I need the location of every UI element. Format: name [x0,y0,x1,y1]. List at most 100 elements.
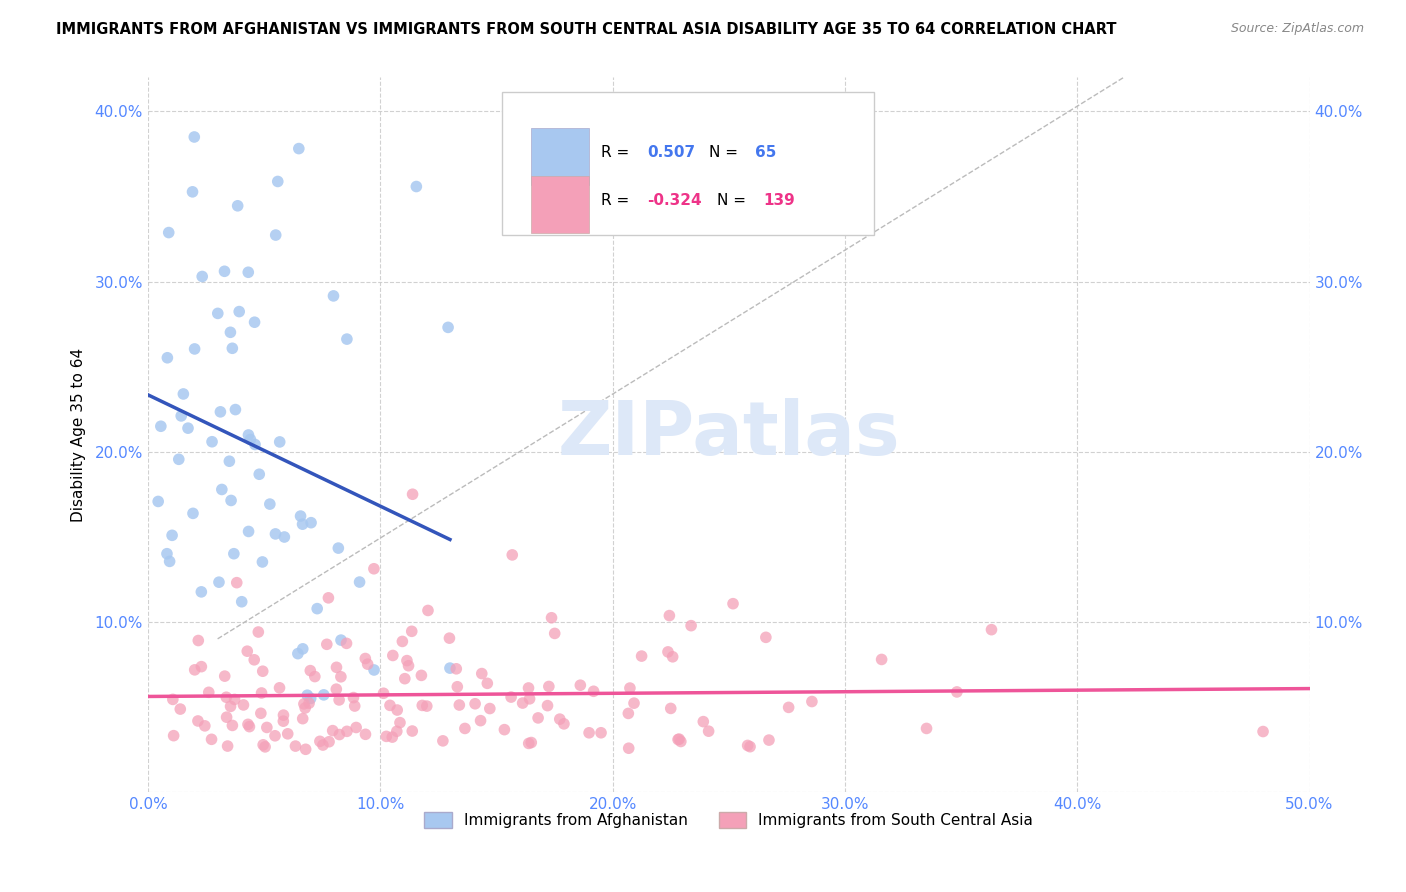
Point [385,724,408,739]
Point [219,326,242,340]
Point [335,636,357,650]
Point [375,730,398,744]
Point [553,717,575,731]
Point [540,611,562,625]
Text: 0.507: 0.507 [647,145,696,161]
Y-axis label: Disability Age 35 to 64: Disability Age 35 to 64 [72,348,86,522]
Text: R =: R = [600,193,634,208]
Point [349,575,371,590]
Point [657,645,679,659]
Point [290,509,312,524]
Point [405,179,427,194]
Text: ZIPatlas: ZIPatlas [557,398,900,471]
Point [297,688,319,702]
Point [548,712,571,726]
Point [298,696,321,710]
Point [681,618,703,632]
Point [273,530,295,544]
Point [336,332,359,346]
Point [471,666,494,681]
Point [208,575,231,590]
Point [318,735,340,749]
Point [259,497,281,511]
Point [517,681,540,695]
Point [236,717,259,731]
Point [239,433,262,447]
Point [381,648,404,663]
Point [437,320,460,334]
Point [354,727,377,741]
Point [269,434,291,449]
Point [156,351,179,365]
Point [224,402,246,417]
Point [160,528,183,542]
Point [401,724,423,739]
Point [170,409,193,423]
Point [658,608,681,623]
Point [162,729,184,743]
Point [214,669,236,683]
Point [162,692,184,706]
Point [231,595,253,609]
Point [470,714,492,728]
Point [294,742,316,756]
Text: -0.324: -0.324 [647,193,702,208]
Point [183,342,205,356]
Point [411,668,433,682]
Point [181,507,204,521]
Point [191,269,214,284]
Point [315,637,337,651]
Point [218,454,240,468]
Point [190,659,212,673]
Point [391,634,413,648]
Point [252,738,274,752]
Point [401,487,423,501]
Point [363,562,385,576]
Point [228,304,250,318]
Point [527,711,550,725]
Point [169,702,191,716]
Point [159,554,181,568]
Point [692,714,714,729]
Point [243,437,266,451]
Point [446,662,468,676]
Point [501,548,523,562]
Point [669,734,692,748]
Point [318,591,340,605]
Point [517,736,540,750]
Point [217,739,239,753]
Point [416,603,439,617]
Point [325,660,347,674]
Point [221,341,243,355]
Point [697,724,720,739]
Point [738,739,761,754]
Point [273,714,295,728]
Point [238,265,260,279]
Point [416,699,439,714]
Point [250,686,273,700]
Point [387,703,409,717]
Point [181,185,204,199]
Point [243,315,266,329]
Point [247,625,270,640]
Point [215,710,238,724]
Point [284,739,307,753]
Point [582,684,605,698]
Point [194,719,217,733]
Point [209,405,232,419]
Point [363,663,385,677]
Point [177,421,200,435]
Point [238,428,260,442]
Point [336,724,359,739]
Text: 65: 65 [755,145,778,161]
Point [267,174,290,188]
Point [800,694,823,708]
Point [222,547,245,561]
Point [294,701,316,715]
Point [200,732,222,747]
Point [623,696,645,710]
Point [187,633,209,648]
Point [183,130,205,145]
Point [519,691,541,706]
Point [544,626,567,640]
